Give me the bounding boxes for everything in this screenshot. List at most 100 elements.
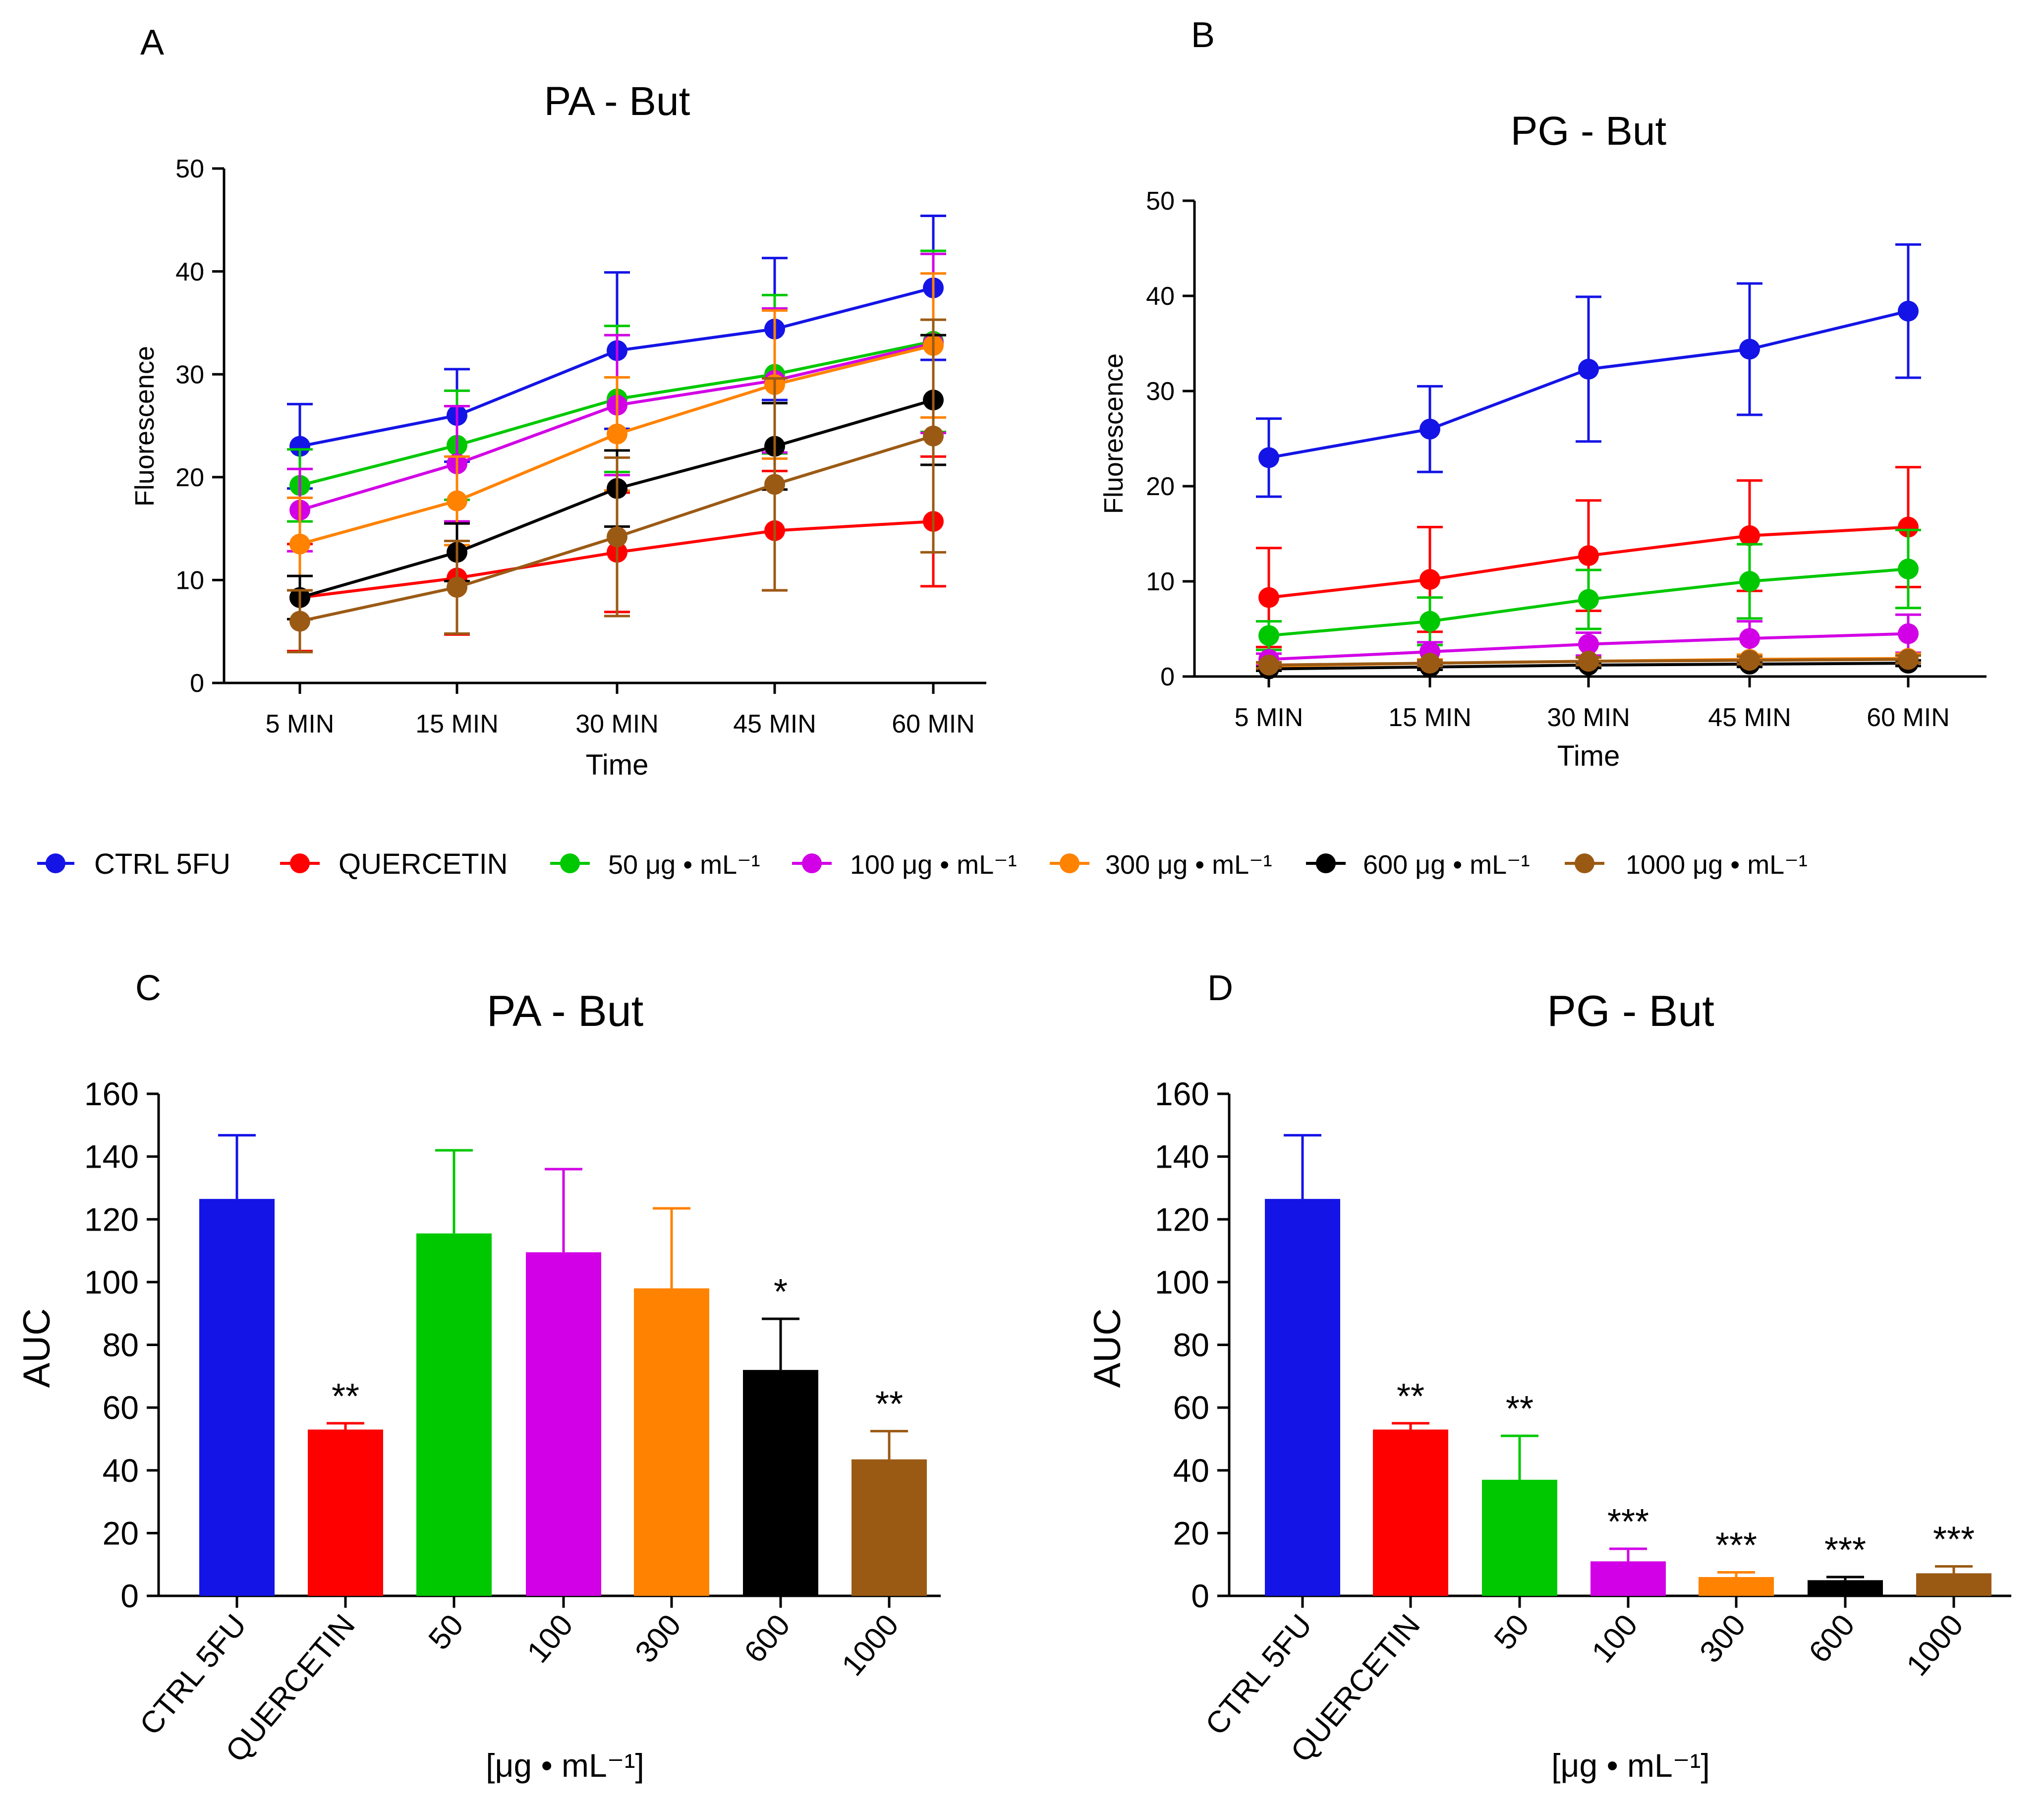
panel-a-point-300-g-ml — [447, 490, 467, 511]
panel-a-x-tick-label: 15 MIN — [415, 710, 499, 738]
legend-marker-50 — [560, 853, 580, 873]
panel-b-x-tick-label: 45 MIN — [1708, 703, 1791, 732]
panel-b-point-50-g-ml — [1419, 611, 1440, 632]
panel-a-point-1000-g-ml — [923, 425, 944, 447]
panel-c-significance-1000: ** — [875, 1385, 903, 1424]
panel-d-y-title: AUC — [1086, 1308, 1129, 1388]
panel-b-point-quercetin — [1739, 525, 1760, 546]
panel-b-y-tick-label: 50 — [1146, 187, 1175, 216]
panel-b-point-1000-g-ml — [1578, 651, 1599, 672]
legend-marker-100 — [802, 853, 822, 873]
panel-b-x-tick-label: 30 MIN — [1547, 703, 1630, 732]
panel-b-y-title: Fluorescence — [1099, 353, 1129, 514]
panel-a-y-tick-label: 40 — [175, 258, 204, 286]
legend-marker-quercetin — [290, 853, 310, 873]
panel-label-b: B — [1191, 15, 1215, 55]
panel-b-point-1000-g-ml — [1419, 653, 1440, 674]
panel-d-y-tick-label: 140 — [1155, 1138, 1209, 1175]
legend-marker-300 — [1060, 853, 1079, 873]
panel-c-significance-600: * — [774, 1272, 788, 1312]
panel-a-point-1000-g-ml — [764, 474, 785, 495]
panel-c-title: PA - But — [487, 986, 643, 1035]
panel-b-y-tick-label: 0 — [1160, 663, 1175, 691]
panel-b-point-ctrl-5fu — [1739, 339, 1760, 360]
panel-a-x-tick-label: 5 MIN — [266, 710, 335, 738]
panel-c-bar-ctrl-5fu — [199, 1199, 275, 1596]
panel-d-significance-300: *** — [1715, 1526, 1757, 1566]
panel-c-significance-quercetin: ** — [332, 1377, 359, 1416]
panel-b-point-50-g-ml — [1898, 559, 1919, 580]
panel-b-title: PG - But — [1511, 109, 1667, 154]
panel-c-bar-300 — [634, 1288, 709, 1596]
panel-d-y-tick-label: 40 — [1173, 1452, 1209, 1489]
panel-a-x-tick-label: 30 MIN — [575, 710, 659, 738]
panel-d-bar-600 — [1808, 1580, 1883, 1596]
panel-b-x-tick-label: 5 MIN — [1235, 703, 1304, 732]
legend-label-1000: 1000 μg • mL⁻¹ — [1626, 850, 1808, 880]
panel-a-point-ctrl-5fu — [289, 436, 310, 457]
legend-item: 50 μg • mL⁻¹ — [550, 850, 760, 880]
panel-b-x-title: Time — [1557, 740, 1620, 772]
panel-c-bar-600 — [743, 1370, 818, 1596]
panel-b-point-100-g-ml — [1578, 633, 1599, 655]
panel-c-y-tick-label: 120 — [84, 1201, 139, 1238]
panel-a-point-300-g-ml — [607, 423, 627, 445]
panel-c-y-tick-label: 0 — [120, 1578, 139, 1614]
panel-a-point-300-g-ml — [289, 533, 310, 555]
legend-label-600: 600 μg • mL⁻¹ — [1363, 850, 1530, 880]
panel-d-bar-quercetin — [1373, 1429, 1448, 1596]
panel-d-y-tick-label: 120 — [1155, 1201, 1209, 1238]
panel-b-point-100-g-ml — [1898, 623, 1919, 644]
panel-d-y-tick-label: 0 — [1191, 1578, 1209, 1614]
legend-item: CTRL 5FU — [37, 848, 230, 880]
panel-b-point-1000-g-ml — [1898, 649, 1919, 670]
panel-b-point-50-g-ml — [1739, 571, 1760, 592]
panel-a-y-tick-label: 20 — [175, 463, 204, 492]
panel-b-y-tick-label: 40 — [1146, 282, 1175, 311]
panel-d-bar-300 — [1699, 1577, 1774, 1596]
panel-c-y-tick-label: 20 — [103, 1515, 139, 1551]
panel-d-significance-quercetin: ** — [1397, 1377, 1424, 1416]
panel-d-significance-100: *** — [1607, 1502, 1649, 1542]
panel-b-point-quercetin — [1578, 545, 1599, 566]
panel-b-y-tick-label: 30 — [1146, 377, 1175, 406]
panel-b-x-tick-label: 15 MIN — [1388, 703, 1472, 732]
legend-item: 1000 μg • mL⁻¹ — [1565, 850, 1808, 880]
panel-a-point-1000-g-ml — [607, 526, 627, 548]
panel-d-significance-600: *** — [1824, 1530, 1866, 1570]
panel-c-bar-50 — [416, 1233, 492, 1596]
panel-d-x-title: [μg • mL⁻¹] — [1551, 1747, 1710, 1784]
panel-a-title: PA - But — [544, 79, 690, 124]
panel-a-y-tick-label: 10 — [175, 566, 204, 595]
panel-b-point-ctrl-5fu — [1419, 418, 1440, 440]
panel-a-x-tick-label: 60 MIN — [892, 710, 975, 738]
panel-label-d: D — [1207, 968, 1233, 1008]
legend-marker-600 — [1316, 853, 1336, 873]
panel-d-bar-1000 — [1916, 1573, 1991, 1596]
panel-a-x-title: Time — [586, 749, 649, 781]
panel-b-point-quercetin — [1898, 516, 1919, 538]
legend-marker-1000 — [1575, 853, 1594, 873]
legend-label-300: 300 μg • mL⁻¹ — [1105, 850, 1272, 880]
panel-a-y-tick-label: 50 — [175, 155, 204, 183]
panel-c-bar-quercetin — [308, 1429, 383, 1596]
legend-item: 600 μg • mL⁻¹ — [1306, 850, 1530, 880]
legend-marker-ctrl-5fu — [46, 853, 65, 873]
legend-item: 100 μg • mL⁻¹ — [792, 850, 1017, 880]
panel-c-x-title: [μg • mL⁻¹] — [486, 1747, 644, 1784]
panel-a-x-tick-label: 45 MIN — [733, 710, 816, 738]
panel-a-point-1000-g-ml — [447, 576, 467, 598]
panel-d-significance-1000: *** — [1933, 1520, 1975, 1559]
panel-d-y-tick-label: 60 — [1173, 1389, 1209, 1426]
panel-c-y-tick-label: 100 — [84, 1264, 139, 1300]
panel-d-bar-100 — [1590, 1561, 1666, 1596]
panel-b-point-1000-g-ml — [1739, 650, 1760, 671]
panel-d-y-tick-label: 20 — [1173, 1515, 1209, 1551]
panel-c-y-tick-label: 60 — [103, 1389, 139, 1426]
legend-label-ctrl-5fu: CTRL 5FU — [94, 848, 230, 880]
panel-b-point-50-g-ml — [1258, 625, 1279, 646]
legend-label-50: 50 μg • mL⁻¹ — [608, 850, 760, 880]
panel-c-bar-1000 — [852, 1459, 927, 1596]
legend: CTRL 5FU QUERCETIN 50 μg • mL⁻¹ 100 μg •… — [37, 848, 1808, 880]
